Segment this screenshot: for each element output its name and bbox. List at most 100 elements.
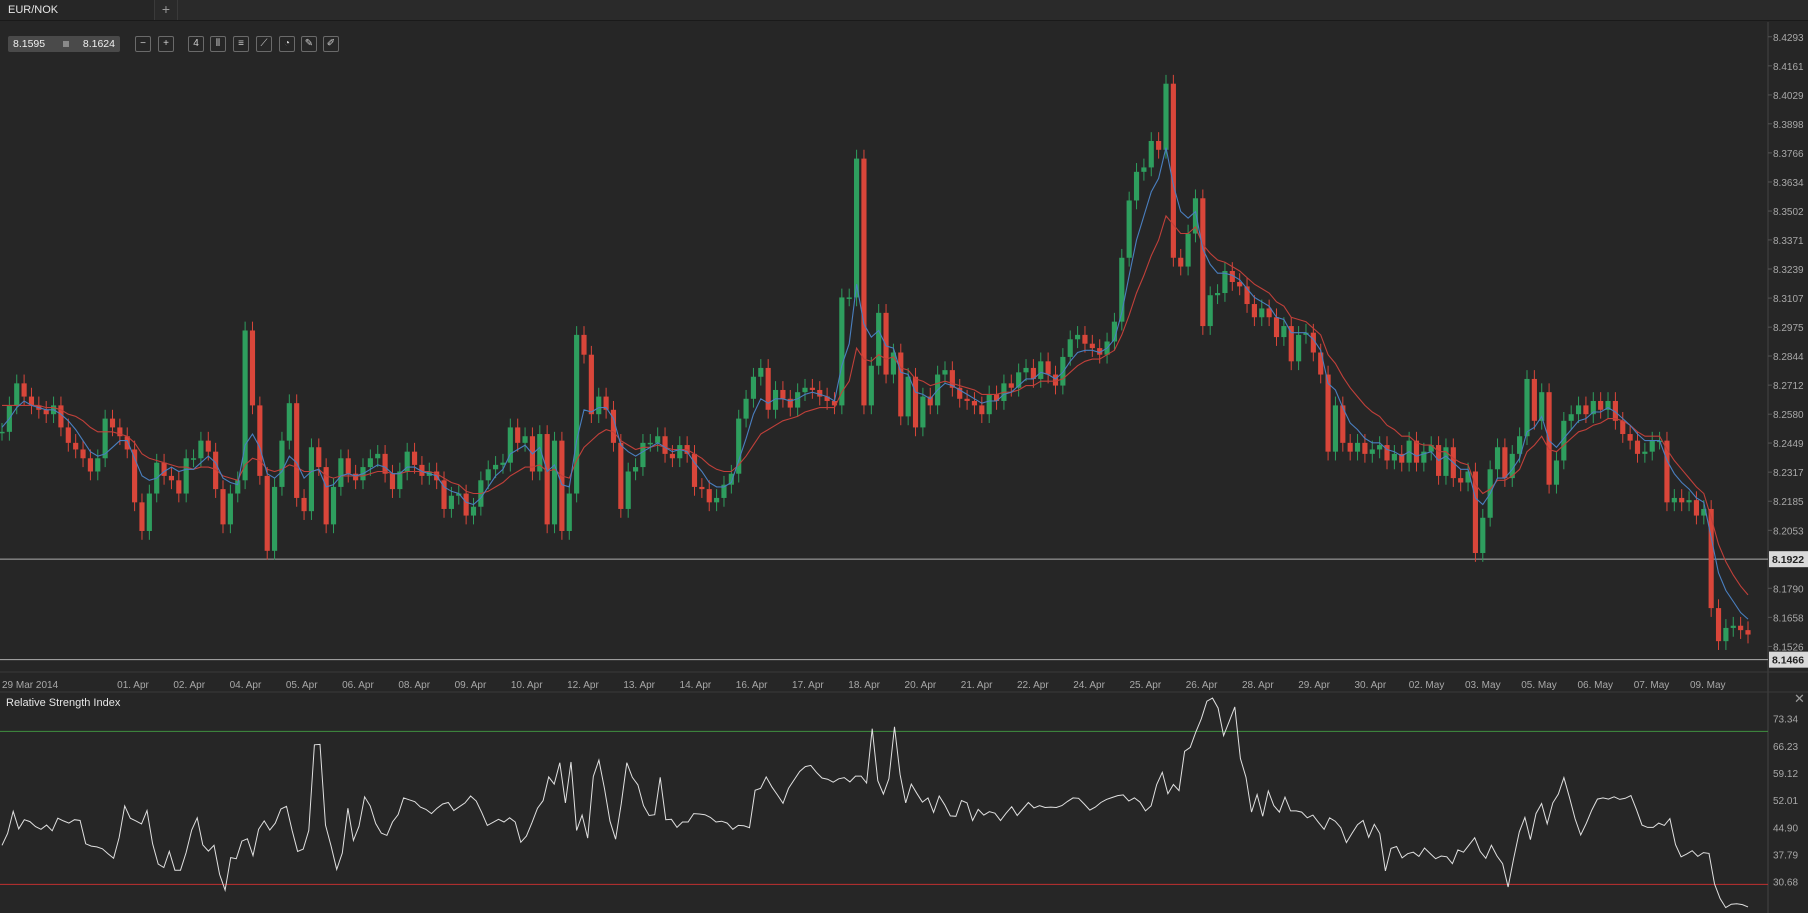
candle [971, 400, 978, 406]
candle [1008, 383, 1014, 388]
y-tick-label: 8.3107 [1773, 294, 1804, 305]
candle [780, 389, 786, 399]
x-tick-label: 07. May [1634, 680, 1670, 691]
candle [213, 451, 219, 490]
candle [500, 462, 506, 465]
rsi-y-tick-label: 52.01 [1773, 796, 1798, 807]
candle [485, 469, 491, 481]
candle [1362, 442, 1368, 454]
candle [1354, 442, 1361, 452]
x-tick-label: 05. May [1521, 680, 1557, 691]
candle [1266, 308, 1272, 318]
x-tick-label: 29 Mar 2014 [2, 680, 59, 691]
candle [912, 376, 919, 428]
tab-eur-nok[interactable]: EUR/NOK [0, 0, 155, 20]
candle [389, 473, 396, 490]
candle [1141, 167, 1147, 172]
candle [1399, 453, 1405, 463]
price-level-label: 8.1922 [1772, 554, 1804, 566]
candle [1369, 449, 1375, 454]
candle [986, 394, 992, 415]
x-tick-label: 22. Apr [1017, 680, 1049, 691]
candle [1561, 420, 1567, 461]
y-tick-label: 8.4029 [1773, 91, 1804, 102]
candle [279, 440, 285, 487]
candle [640, 442, 646, 468]
candle [618, 442, 624, 509]
ma-fast-line [1, 147, 1749, 620]
close-icon[interactable]: ✕ [1794, 691, 1805, 706]
zoom-in-icon[interactable]: + [158, 36, 174, 52]
candle [1738, 625, 1744, 631]
candle [957, 387, 963, 399]
candle [1421, 451, 1427, 463]
candles-icon[interactable]: ⫴ [210, 36, 226, 52]
y-tick-label: 8.4161 [1773, 62, 1804, 73]
candle [1620, 420, 1626, 435]
candle [404, 451, 410, 472]
candle [1605, 400, 1611, 410]
candle [316, 447, 322, 468]
candle [1045, 361, 1051, 375]
candle [205, 440, 211, 452]
candle [1259, 308, 1265, 318]
candle [809, 387, 815, 390]
candle [1472, 471, 1478, 554]
objects-icon[interactable]: ◔ [279, 36, 295, 52]
candle [1237, 282, 1243, 287]
candle [750, 376, 757, 399]
price-level-tag [1769, 651, 1808, 668]
edit-icon[interactable]: ✎ [301, 36, 317, 52]
x-tick-label: 20. Apr [905, 680, 937, 691]
candle [102, 418, 108, 459]
candle [463, 493, 469, 516]
y-tick-label: 8.2844 [1773, 352, 1804, 363]
x-tick-label: 06. May [1577, 680, 1613, 691]
candle [1693, 500, 1700, 516]
period-icon[interactable]: 4 [188, 36, 204, 52]
x-tick-label: 01. Apr [117, 680, 149, 691]
candle [854, 158, 860, 298]
candle [441, 480, 447, 509]
candle [1627, 434, 1633, 441]
candle [1384, 445, 1390, 461]
candle [876, 312, 882, 366]
x-tick-label: 25. Apr [1129, 680, 1161, 691]
candle [721, 484, 727, 498]
candle [1671, 497, 1677, 503]
candle [1288, 326, 1294, 362]
candle [1583, 405, 1589, 415]
indicators-icon[interactable]: ≡ [233, 36, 249, 52]
candle [610, 409, 617, 443]
price-level-tag [1769, 551, 1808, 568]
candle [1612, 400, 1618, 421]
candle [397, 471, 403, 490]
candle [1634, 440, 1641, 454]
pen-icon[interactable]: ✐ [323, 36, 339, 52]
draw-line-icon[interactable]: ⟋ [256, 36, 272, 52]
candle [1730, 625, 1736, 628]
candle [979, 405, 985, 415]
candle [168, 475, 175, 481]
y-tick-label: 8.3371 [1773, 236, 1804, 247]
candle [1148, 140, 1154, 168]
candle [537, 434, 543, 472]
candle [515, 427, 521, 443]
candle [493, 464, 499, 470]
tab-bar: EUR/NOK + [0, 0, 1808, 21]
candle [507, 427, 513, 463]
candle [588, 354, 594, 415]
candle [183, 458, 189, 494]
candle [330, 486, 337, 525]
candle [1502, 447, 1508, 479]
candle [817, 389, 823, 397]
x-tick-label: 04. Apr [230, 680, 262, 691]
candle [765, 367, 771, 410]
zoom-out-icon[interactable]: − [135, 36, 151, 52]
candle [1575, 405, 1582, 415]
candle [669, 453, 675, 459]
x-tick-label: 10. Apr [511, 680, 543, 691]
candle [522, 436, 528, 443]
add-tab-button[interactable]: + [155, 0, 178, 20]
